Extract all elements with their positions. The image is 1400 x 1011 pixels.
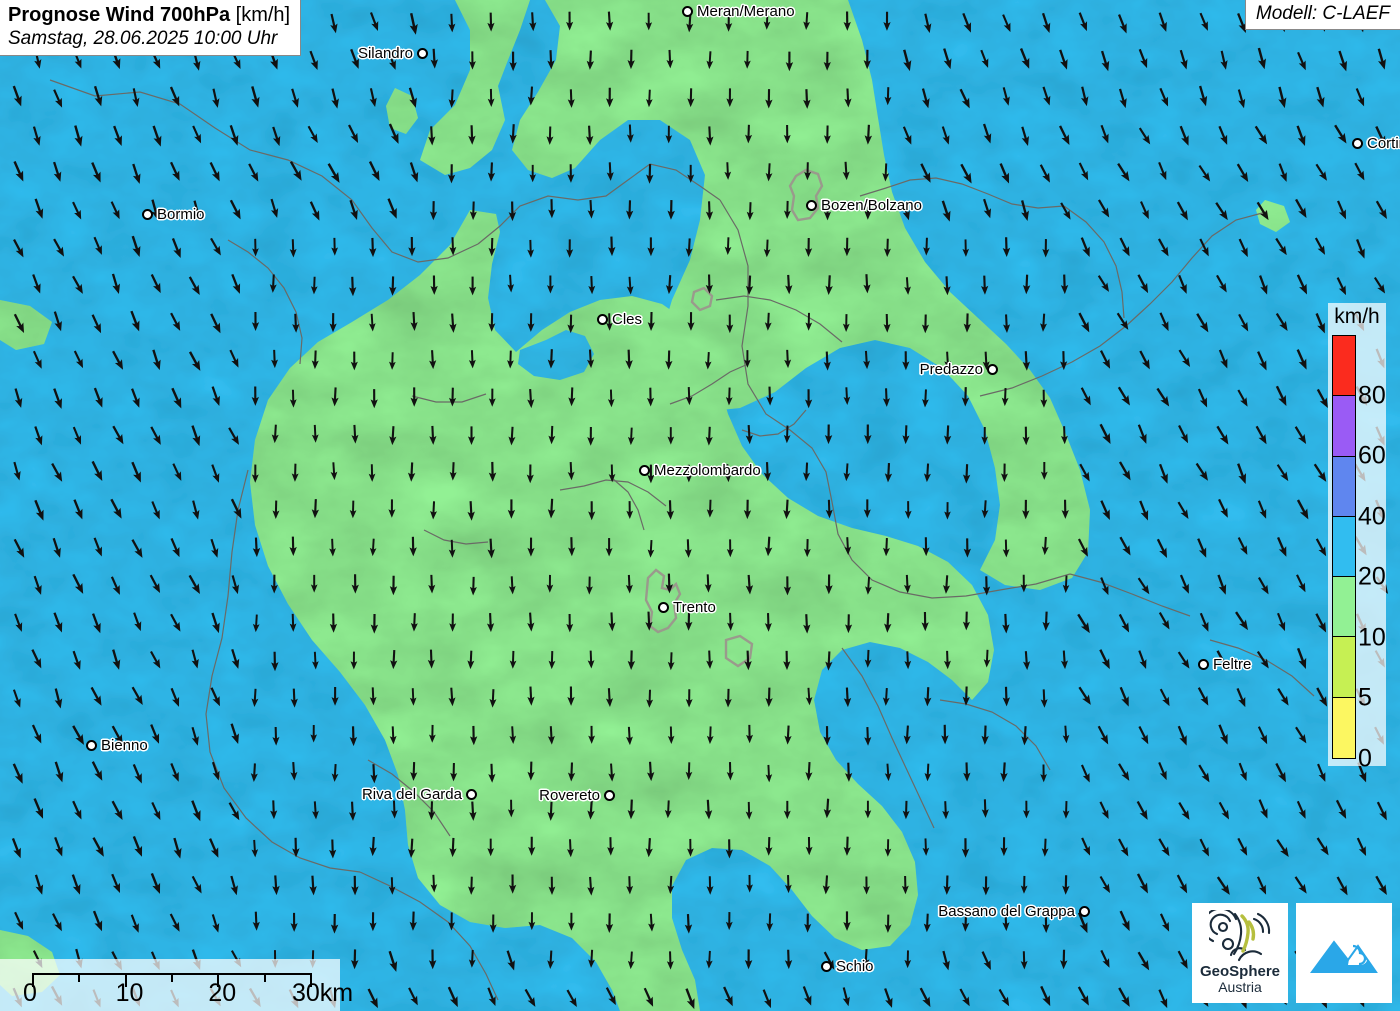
scale-bar: 0 10 20 30km (0, 959, 353, 1011)
administrative-borders (49, 79, 1315, 1001)
legend-band (1333, 336, 1355, 397)
logo-row: GeoSphere Austria (1192, 903, 1392, 1003)
map-title-unit: [km/h] (235, 4, 291, 26)
legend-unit-label: km/h (1334, 305, 1380, 328)
legend-tick-5: 5 (1358, 683, 1372, 712)
place-name: Rovereto (539, 787, 600, 804)
scale-minor-tick (217, 973, 220, 982)
scale-minor-tick (78, 973, 81, 982)
place-name: Bienno (101, 737, 148, 754)
map-subtitle-datetime: Samstag, 28.06.2025 10:00 Uhr (8, 28, 278, 49)
place-marker-dot (806, 200, 817, 211)
legend-band (1333, 456, 1355, 517)
scale-minor-tick (263, 973, 266, 982)
place-marker-dot (639, 465, 650, 476)
place-marker-dot (466, 789, 477, 800)
wind-band-blue-inclusions (518, 330, 594, 380)
place-label-cortina[interactable]: Cortina (1352, 135, 1400, 152)
place-name: Bozen/Bolzano (821, 197, 922, 214)
place-name: Bormio (157, 206, 205, 223)
legend-tick-0: 0 (1358, 744, 1372, 773)
place-name: Mezzolombardo (654, 462, 761, 479)
place-label-silandro[interactable]: Silandro (358, 45, 428, 62)
scale-label-20: 20 (208, 979, 237, 1007)
geosphere-logo-name: GeoSphere (1199, 963, 1281, 981)
legend-band (1333, 516, 1355, 578)
place-label-schio[interactable]: Schio (821, 958, 874, 975)
place-label-meran-merano[interactable]: Meran/Merano (682, 3, 795, 20)
place-marker-dot (1079, 906, 1090, 917)
place-marker-dot (658, 602, 669, 613)
place-label-cles[interactable]: Cles (597, 311, 642, 328)
place-name: Feltre (1213, 656, 1252, 673)
model-box: Modell: C-LAEF (1244, 0, 1400, 30)
geosphere-austria-logo[interactable]: GeoSphere Austria (1192, 903, 1288, 1003)
place-name: Riva del Garda (361, 786, 462, 803)
wind-band-green-region (0, 0, 1290, 1011)
place-marker-dot (604, 790, 615, 801)
mountain-cloud-logo[interactable] (1296, 903, 1392, 1003)
place-marker-dot (821, 961, 832, 972)
scale-tick-0 (32, 973, 34, 987)
scale-label-10: 10 (115, 979, 144, 1007)
map-title-main: Prognose Wind 700hPa (8, 4, 231, 26)
place-name: Cortina (1367, 135, 1400, 152)
place-label-rovereto[interactable]: Rovereto (539, 787, 615, 804)
scale-minor-tick (171, 973, 173, 982)
municipal-outlines (644, 168, 824, 668)
legend-tick-20: 20 (1358, 562, 1386, 591)
legend-color-bar (1332, 335, 1356, 759)
place-name: Bassano del Grappa (938, 903, 1075, 920)
legend-band (1333, 396, 1355, 457)
scale-label-0: 0 (23, 979, 37, 1007)
place-marker-dot (682, 6, 693, 17)
color-legend: km/h 80 60 40 20 10 5 0 (1328, 303, 1386, 771)
place-label-predazzo[interactable]: Predazzo (920, 361, 998, 378)
place-label-bormio[interactable]: Bormio (142, 206, 205, 223)
place-label-bienno[interactable]: Bienno (86, 737, 148, 754)
place-label-feltre[interactable]: Feltre (1198, 656, 1251, 673)
scale-label-30: 30km (292, 979, 354, 1007)
place-name: Cles (612, 311, 643, 328)
scale-tick-30 (310, 973, 312, 987)
place-label-bassano-del-grappa[interactable]: Bassano del Grappa (938, 903, 1090, 920)
legend-band (1333, 637, 1355, 698)
place-name: Predazzo (919, 361, 983, 378)
place-name: Schio (836, 958, 874, 975)
place-label-mezzolombardo[interactable]: Mezzolombardo (639, 462, 761, 479)
mountain-cloud-icon (1310, 940, 1378, 973)
title-box: Prognose Wind 700hPa [km/h] Samstag, 28.… (0, 0, 302, 56)
place-marker-dot (417, 48, 428, 59)
place-name: Meran/Merano (697, 3, 795, 20)
place-marker-dot (1352, 138, 1363, 149)
geosphere-logo-sub: Austria (1218, 979, 1262, 996)
map-title: Prognose Wind 700hPa [km/h] (8, 4, 290, 27)
legend-tick-10: 10 (1358, 623, 1386, 652)
place-label-bozen-bolzano[interactable]: Bozen/Bolzano (806, 197, 922, 214)
place-label-riva-del-garda[interactable]: Riva del Garda (362, 786, 477, 803)
place-marker-dot (142, 209, 153, 220)
place-label-trento[interactable]: Trento (658, 599, 716, 616)
legend-tick-40: 40 (1358, 502, 1386, 531)
legend-band (1333, 697, 1355, 758)
scale-minor-tick (124, 973, 127, 982)
legend-tick-60: 60 (1358, 441, 1386, 470)
place-marker-dot (987, 364, 998, 375)
geosphere-swirl-icon (1209, 910, 1271, 962)
legend-tick-80: 80 (1358, 381, 1386, 410)
place-marker-dot (597, 314, 608, 325)
place-name: Trento (673, 599, 716, 616)
model-label: Modell: C-LAEF (1255, 3, 1390, 24)
place-marker-dot (1198, 659, 1209, 670)
place-marker-dot (86, 740, 97, 751)
place-name: Silandro (357, 45, 413, 62)
legend-band (1333, 577, 1355, 638)
